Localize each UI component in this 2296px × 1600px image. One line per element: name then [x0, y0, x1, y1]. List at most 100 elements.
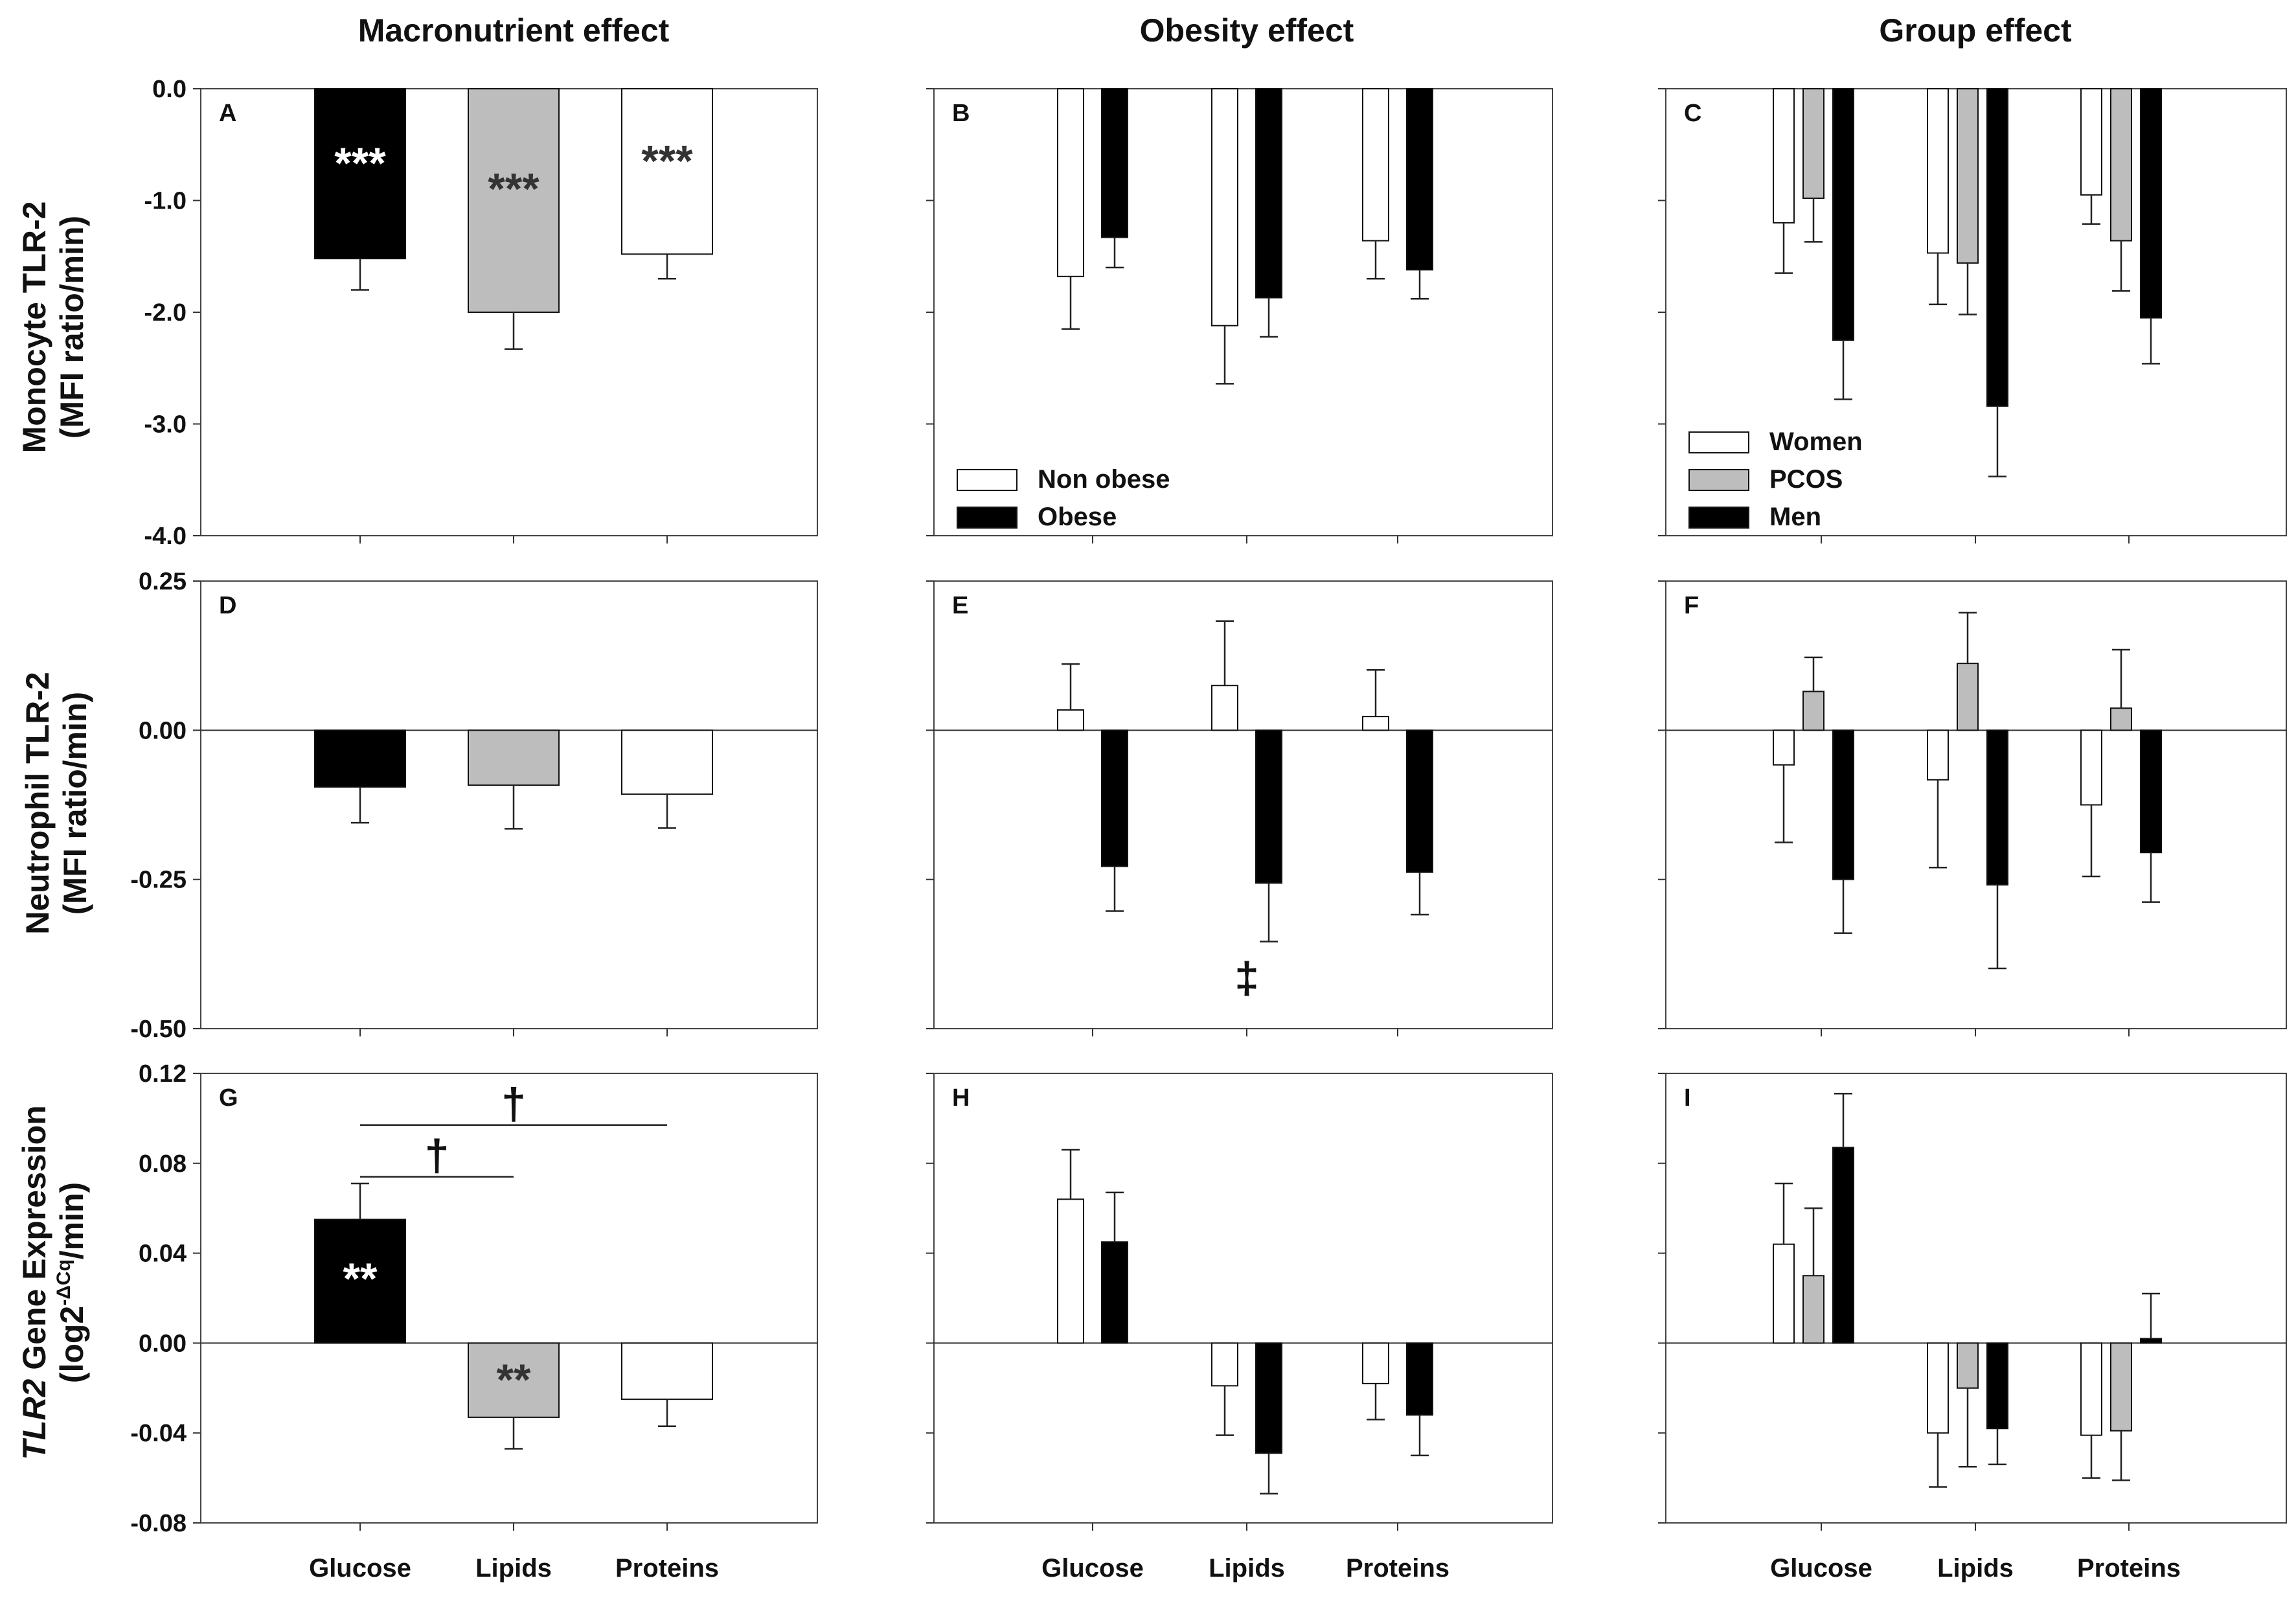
- bar: [621, 729, 713, 795]
- row3-ylabel-pre: (log2: [54, 1306, 90, 1383]
- bar: [1957, 1342, 1979, 1389]
- y-tick-label: 0.00: [139, 1330, 187, 1357]
- bar: [1957, 88, 1979, 264]
- x-category-label: Proteins: [615, 1554, 719, 1583]
- panel-c: C Women PCOS Men: [1658, 88, 2287, 543]
- panel-frame: [200, 580, 818, 1029]
- row2-ylabel-line1: Neutrophil TLR-2: [19, 672, 56, 935]
- panel-a: -4.0 -3.0 -2.0 -1.0 0.0 A *** *** ***: [144, 76, 818, 550]
- bar: [1986, 729, 2008, 886]
- bar: [1255, 729, 1282, 884]
- y-tick-label: -0.04: [130, 1420, 187, 1447]
- column-title-group: Group effect: [1879, 12, 2072, 49]
- y-tick-label: 0.04: [139, 1240, 187, 1268]
- bar: [2140, 729, 2162, 854]
- y-tick-label: -2.0: [144, 299, 187, 326]
- panel-f: F: [1658, 580, 2287, 1036]
- bar: [1406, 88, 1433, 271]
- bar: [1927, 729, 1949, 781]
- panel-letter: F: [1684, 592, 1699, 619]
- bar: [1986, 88, 2008, 407]
- row1-ylabel-line1: Monocyte TLR-2: [16, 201, 52, 453]
- row1-ylabel-line2: (MFI ratio/min): [54, 216, 90, 439]
- x-category-label: Lipids: [1209, 1554, 1285, 1583]
- column-title-macronutrient: Macronutrient effect: [358, 12, 670, 49]
- panel-frame: [933, 88, 1553, 536]
- significance-label: ***: [334, 139, 386, 188]
- bar: [468, 1342, 560, 1418]
- x-category-label: Glucose: [309, 1554, 411, 1583]
- panel-frame: [1665, 1073, 2287, 1524]
- legend-swatch: [1688, 469, 1749, 491]
- panel-letter: I: [1684, 1084, 1691, 1112]
- bar: [2080, 88, 2102, 196]
- bar: [1101, 1241, 1128, 1344]
- y-tick-label: -0.25: [130, 867, 187, 894]
- legend-swatch: [1688, 431, 1749, 453]
- panel-letter: C: [1684, 100, 1701, 127]
- legend-label: Women: [1769, 428, 1863, 456]
- significance-label: ***: [641, 137, 693, 186]
- x-category-label: Glucose: [1770, 1554, 1872, 1583]
- y-tick-label: 0.25: [139, 568, 187, 595]
- bar: [1957, 663, 1979, 731]
- bar: [1832, 1147, 1854, 1344]
- panel-frame: [1665, 580, 2287, 1029]
- bar: [1101, 88, 1128, 238]
- bar: [1057, 88, 1084, 277]
- panel-letter: E: [952, 592, 968, 619]
- row3-ylabel-italic: TLR2: [16, 1379, 52, 1460]
- bar: [2110, 1342, 2132, 1432]
- bar: [1406, 729, 1433, 873]
- bar: [1362, 88, 1389, 242]
- row3-ylabel: TLR2 Gene Expression (log2-ΔCq/min): [16, 1105, 90, 1459]
- bracket-symbol: †: [425, 1131, 449, 1180]
- bar: [1986, 1342, 2008, 1430]
- bar: [621, 1342, 713, 1400]
- bar: [1927, 88, 1949, 254]
- bar: [1802, 691, 1824, 731]
- row2-ylabel: Neutrophil TLR-2 (MFI ratio/min): [19, 672, 93, 935]
- legend-label: Men: [1769, 503, 1821, 531]
- bar: [1211, 1342, 1238, 1387]
- bar: [1057, 709, 1084, 731]
- panel-frame: [933, 1073, 1553, 1524]
- significance-label: **: [343, 1254, 378, 1303]
- bar: [314, 1218, 406, 1344]
- y-tick-label: -4.0: [144, 523, 187, 550]
- x-category-label: Lipids: [1937, 1554, 2014, 1583]
- panel-d: -0.50 -0.25 0.00 0.25 D: [130, 568, 818, 1043]
- legend-label: PCOS: [1769, 465, 1843, 494]
- y-tick-label: -1.0: [144, 188, 187, 215]
- bar: [468, 88, 560, 313]
- bar: [314, 729, 406, 788]
- panel-frame: [933, 580, 1553, 1029]
- bar: [1101, 729, 1128, 867]
- row3-ylabel-sup: -ΔCq: [53, 1259, 74, 1306]
- bar: [1255, 88, 1282, 299]
- bar: [1832, 88, 1854, 341]
- panel-letter: D: [219, 592, 236, 619]
- bar: [1255, 1342, 1282, 1454]
- y-tick-label: -0.08: [130, 1510, 187, 1537]
- panel-letter: B: [952, 100, 970, 127]
- row3-ylabel-post: /min): [54, 1182, 90, 1259]
- significance-label: ***: [488, 165, 540, 214]
- row1-ylabel: Monocyte TLR-2 (MFI ratio/min): [16, 201, 90, 453]
- bar: [468, 729, 560, 786]
- bar: [1927, 1342, 1949, 1434]
- bar: [1362, 1342, 1389, 1384]
- y-tick-label: 0.0: [152, 76, 187, 103]
- bar: [1211, 88, 1238, 326]
- bar: [1802, 88, 1824, 200]
- row3-ylabel-line2: (log2-ΔCq/min): [53, 1182, 90, 1383]
- bar: [1773, 1243, 1795, 1344]
- y-tick-label: -0.50: [130, 1016, 187, 1043]
- legend-label: Non obese: [1038, 465, 1170, 494]
- significance-label: **: [497, 1355, 531, 1404]
- x-category-label: Proteins: [2077, 1554, 2181, 1583]
- x-category-label: Proteins: [1346, 1554, 1449, 1583]
- y-tick-label: 0.12: [139, 1060, 187, 1088]
- x-category-label: Glucose: [1041, 1554, 1144, 1583]
